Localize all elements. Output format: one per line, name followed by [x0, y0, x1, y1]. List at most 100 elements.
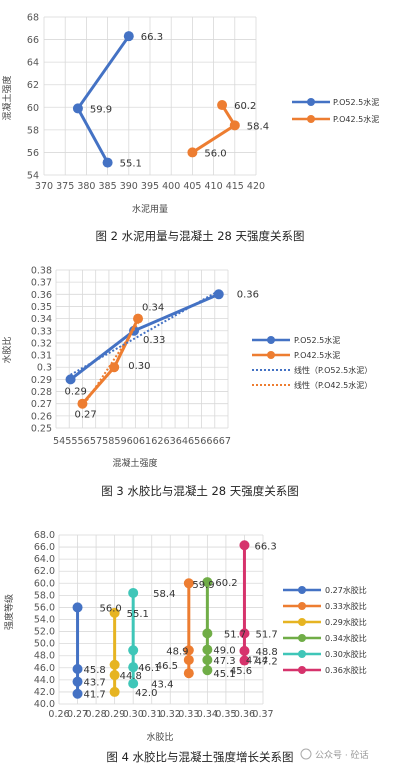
chart3-legend-marker-0	[298, 586, 306, 594]
chart3-ylabel: 强度等级	[3, 594, 15, 630]
chart3-point-1-2	[183, 645, 194, 656]
chart2-caption: 图 3 水胶比与混凝土 28 天强度关系图	[101, 484, 299, 498]
chart1-caption: 图 2 水泥用量与混凝土 28 天强度关系图	[95, 229, 304, 243]
chart2-ytick-0: 0.25	[31, 424, 52, 435]
chart3-data-label-12: 47.3	[213, 656, 235, 667]
chart1-point-0-2	[123, 31, 134, 42]
chart3-point-0-3	[72, 602, 83, 613]
chart-wb-ratio-strength-growth: 40.042.044.046.048.050.052.054.056.058.0…	[3, 530, 367, 743]
chart1-xtick-4: 390	[120, 181, 138, 192]
chart3-point-1-0	[183, 668, 194, 679]
chart2-xtick-labels: 54555657585960616263646566667	[53, 436, 231, 447]
chart3-point-1-3	[183, 578, 194, 589]
chart3-point-4-1	[128, 662, 139, 673]
chart3-data-label-0: 66.3	[254, 541, 276, 552]
chart3-data-label-16: 45.1	[213, 669, 235, 680]
chart2-data-label-1-0: 0.27	[74, 410, 96, 421]
chart1-legend-label-1: P.O42.5水泥	[333, 114, 379, 124]
chart1-legend-marker-0	[307, 98, 315, 106]
chart3-point-1-1	[183, 654, 194, 665]
chart3-legend-label-2: 0.29水胶比	[325, 617, 367, 627]
chart3-point-4-3	[128, 587, 139, 598]
chart1-legend-label-0: P.O52.5水泥	[333, 97, 379, 107]
chart3-ytick-13: 66.0	[34, 542, 55, 553]
chart3-ytick-11: 62.0	[34, 566, 55, 577]
chart2-ytick-11: 0.36	[31, 290, 52, 301]
chart3-point-0-1	[72, 676, 83, 687]
chart3-data-label-21: 42.0	[135, 688, 157, 699]
chart3-data-label-1: 59.9	[192, 580, 214, 591]
chart2-point-1-2	[133, 313, 144, 324]
chart3-ytick-8: 56.0	[34, 602, 55, 613]
chart3-data-label-13: 46.5	[156, 661, 178, 672]
chart3-caption: 图 4 水胶比与混凝土强度增长关系图	[106, 750, 293, 764]
chart1-xtick-8: 410	[205, 181, 223, 192]
chart3-data-label-8: 49.0	[213, 646, 235, 657]
chart3-point-2-0	[109, 686, 120, 697]
chart3-point-3-2	[202, 644, 213, 655]
chart1-ylabel: 混凝土强度	[1, 75, 13, 120]
chart3-xtick-7: 0.33	[178, 709, 199, 720]
chart3-ytick-10: 60.0	[34, 578, 55, 589]
chart1-ytick-7: 68	[27, 13, 39, 24]
chart1-xtick-10: 420	[247, 181, 265, 192]
chart1-data-label-0-0: 55.1	[120, 159, 142, 170]
chart3-ytick-12: 64.0	[34, 554, 55, 565]
chart3-ytick-14: 68.0	[34, 530, 55, 541]
chart2-ytick-2: 0.27	[31, 399, 52, 410]
chart1-ytick-2: 58	[27, 125, 39, 136]
wechat-icon	[300, 748, 312, 760]
chart1-point-1-2	[217, 100, 228, 111]
chart3-point-2-2	[109, 659, 120, 670]
chart2-ytick-13: 0.38	[31, 266, 52, 277]
chart3-xtick-9: 0.35	[215, 709, 236, 720]
chart3-ytick-4: 48.0	[34, 651, 55, 662]
chart2-point-0-0	[65, 374, 76, 385]
chart2-ytick-10: 0.35	[31, 302, 52, 313]
chart3-point-3-4	[202, 577, 213, 588]
chart3-ytick-7: 54.0	[34, 615, 55, 626]
chart3-legend-label-3: 0.34水胶比	[325, 633, 367, 643]
chart3-point-2-3	[109, 607, 120, 618]
chart2-trendline-3	[81, 322, 139, 408]
chart3-legend-label-1: 0.33水胶比	[325, 601, 367, 611]
chart2-point-0-2	[213, 289, 224, 300]
chart2-data-label-0-0: 0.29	[65, 386, 87, 397]
chart3-point-5-1	[239, 645, 250, 656]
chart1-ytick-6: 66	[27, 35, 39, 46]
chart3-point-5-0	[239, 655, 250, 666]
chart3-ytick-1: 42.0	[34, 687, 55, 698]
chart3-ytick-5: 50.0	[34, 639, 55, 650]
chart1-data-label-1-2: 60.2	[234, 101, 256, 112]
chart3-xtick-5: 0.31	[141, 709, 162, 720]
chart2-ytick-5: 0.3	[37, 363, 52, 374]
chart1-xlabel: 水泥用量	[132, 203, 168, 215]
chart3-legend-marker-2	[298, 618, 306, 626]
chart-wb-ratio-vs-strength: 0.250.260.270.280.290.30.310.320.330.340…	[1, 266, 372, 470]
chart1-ytick-0: 54	[27, 171, 39, 182]
chart3-point-3-3	[202, 628, 213, 639]
chart3-legend-marker-4	[298, 650, 306, 658]
chart2-ytick-8: 0.33	[31, 326, 52, 337]
chart3-data-label-11: 47.2	[255, 657, 277, 668]
chart2-trendline-2	[70, 289, 220, 376]
chart3-legend-label-4: 0.30水胶比	[325, 649, 367, 659]
chart1-series-line-0	[76, 35, 131, 164]
chart1-ytick-4: 62	[27, 80, 39, 91]
chart3-data-label-20: 43.4	[151, 679, 173, 690]
chart3-data-label-19: 43.7	[84, 678, 106, 689]
chart3-ytick-3: 46.0	[34, 663, 55, 674]
chart3-legend-label-5: 0.36水胶比	[325, 665, 367, 675]
chart3-data-label-22: 41.7	[84, 690, 106, 701]
chart1-point-1-1	[229, 120, 240, 131]
chart2-data-label-0-1: 0.33	[143, 335, 165, 346]
chart3-point-3-1	[202, 654, 213, 665]
chart3-point-4-0	[128, 678, 139, 689]
chart3-ytick-6: 52.0	[34, 627, 55, 638]
chart3-xtick-8: 0.34	[197, 709, 218, 720]
chart2-ytick-3: 0.28	[31, 387, 52, 398]
chart3-xlabel: 水胶比	[146, 731, 173, 743]
chart1-xtick-3: 385	[99, 181, 117, 192]
chart2-legend-marker-0	[267, 336, 275, 344]
